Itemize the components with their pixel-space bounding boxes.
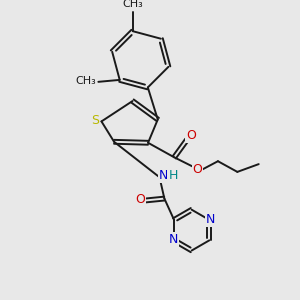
Text: N: N	[159, 169, 168, 182]
Text: CH₃: CH₃	[122, 0, 143, 9]
Text: H: H	[168, 169, 178, 182]
Text: S: S	[91, 114, 99, 127]
Text: N: N	[168, 233, 178, 246]
Text: N: N	[206, 213, 215, 226]
Text: CH₃: CH₃	[76, 76, 96, 86]
Text: O: O	[135, 193, 145, 206]
Text: O: O	[186, 128, 196, 142]
Text: O: O	[193, 164, 202, 176]
